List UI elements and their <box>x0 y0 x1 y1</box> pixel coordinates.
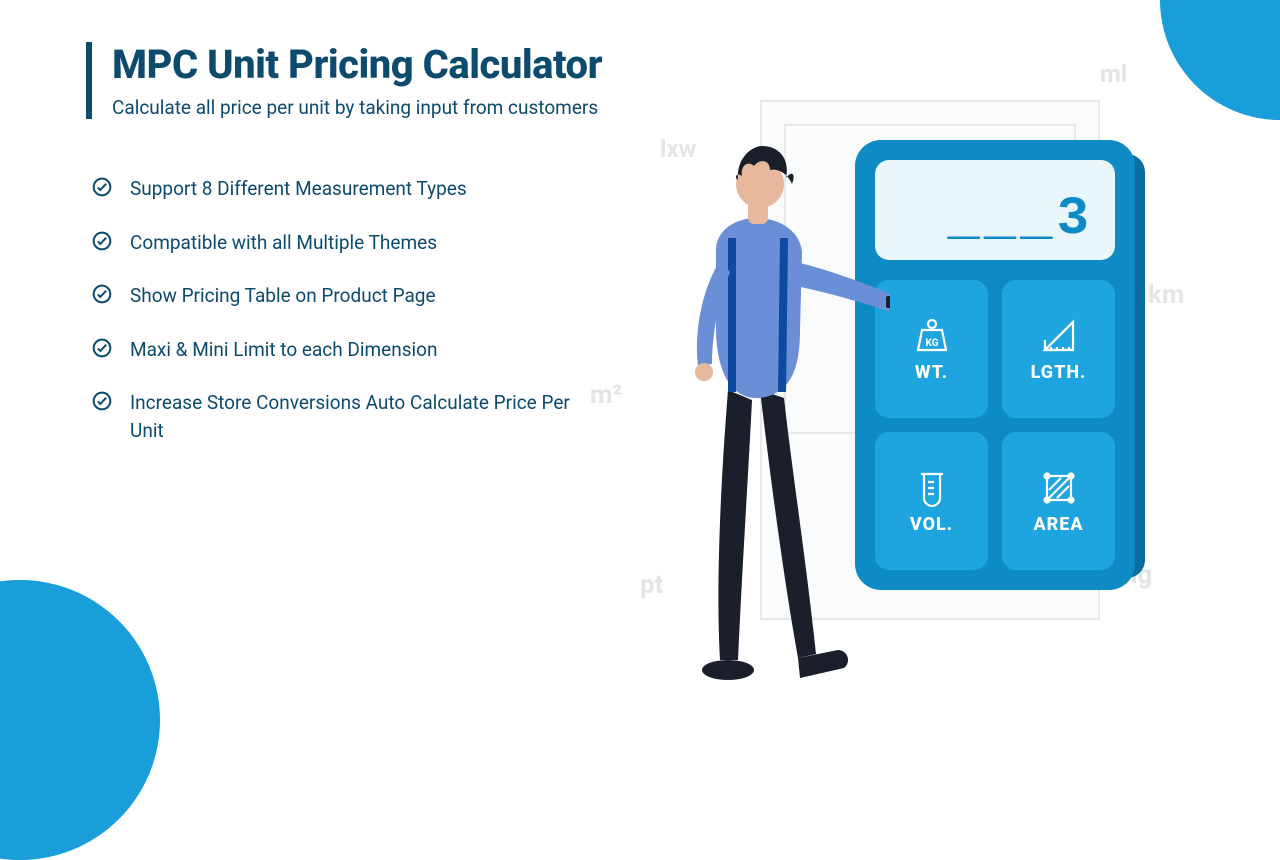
feature-text: Support 8 Different Measurement Types <box>130 175 467 203</box>
calc-key-weight: KG WT. <box>875 280 988 418</box>
check-circle-icon <box>92 391 112 411</box>
weight-icon: KG <box>912 316 952 356</box>
ruler-icon <box>1039 316 1079 356</box>
screen-value: ___3 <box>947 189 1093 250</box>
calculator-graphic: ___3 KG WT. <box>855 140 1135 590</box>
svg-text:KG: KG <box>925 338 938 349</box>
check-circle-icon <box>92 284 112 304</box>
key-label: VOL. <box>910 514 953 535</box>
person-illustration <box>620 130 890 690</box>
feature-text: Show Pricing Table on Product Page <box>130 282 436 310</box>
area-icon <box>1039 468 1079 508</box>
calc-key-area: AREA <box>1002 432 1115 570</box>
illustration: ml lxw km m² pt mg ___3 KG WT. <box>560 60 1280 720</box>
calculator-screen: ___3 <box>875 160 1115 260</box>
check-circle-icon <box>92 231 112 251</box>
bg-unit-label: m² <box>590 380 622 410</box>
key-label: AREA <box>1033 514 1083 535</box>
bg-unit-label: km <box>1148 280 1184 310</box>
calc-key-length: LGTH. <box>1002 280 1115 418</box>
calculator-keys: KG WT. LGTH. <box>875 280 1115 570</box>
check-circle-icon <box>92 177 112 197</box>
bg-unit-label: ml <box>1100 60 1127 88</box>
decor-corner-bottom-left <box>0 580 160 860</box>
check-circle-icon <box>92 338 112 358</box>
key-label: LGTH. <box>1031 362 1087 383</box>
feature-text: Maxi & Mini Limit to each Dimension <box>130 336 438 364</box>
key-label: WT. <box>915 362 948 383</box>
feature-text: Compatible with all Multiple Themes <box>130 229 437 257</box>
feature-text: Increase Store Conversions Auto Calculat… <box>130 389 570 444</box>
calculator-body: ___3 KG WT. <box>855 140 1135 590</box>
calc-key-volume: VOL. <box>875 432 988 570</box>
beaker-icon <box>912 468 952 508</box>
